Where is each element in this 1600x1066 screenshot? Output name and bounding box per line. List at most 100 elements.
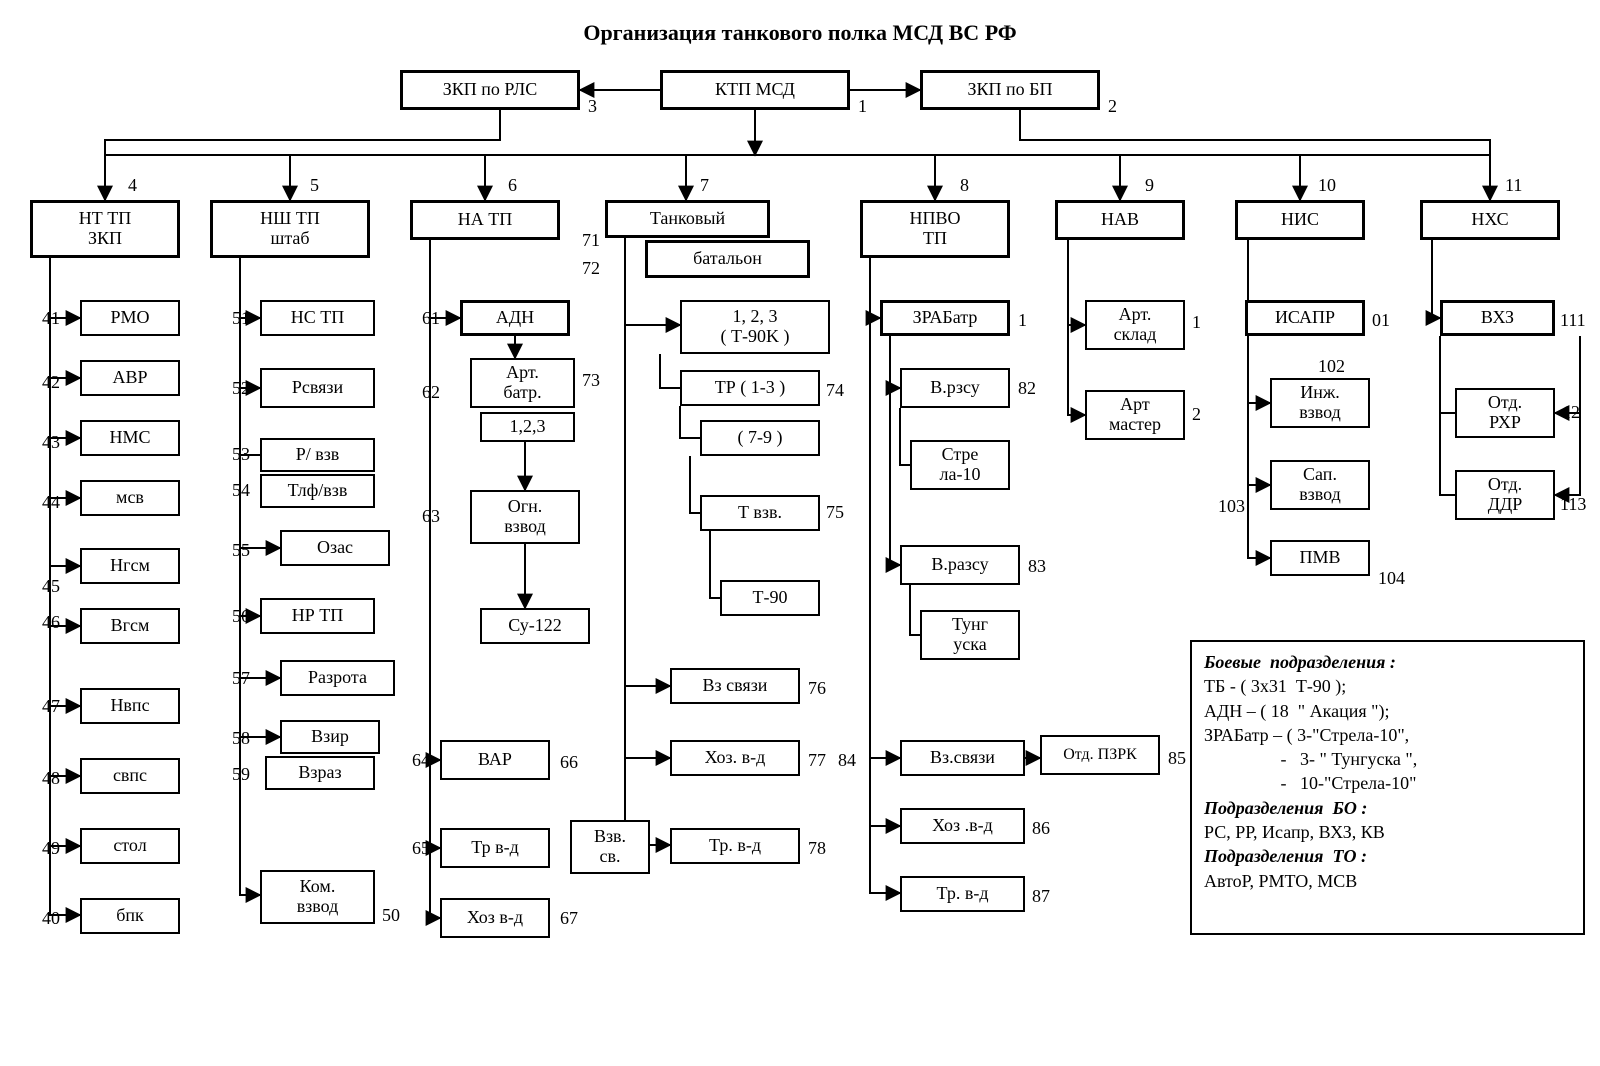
num-label: 72: [582, 258, 600, 279]
node-c45: Нгсм: [80, 548, 180, 584]
node-n11: НХС: [1420, 200, 1560, 240]
num-label: 103: [1218, 496, 1245, 517]
node-c87: Тр. в-д: [900, 876, 1025, 912]
num-label: 7: [700, 175, 709, 196]
legend-line: ТБ - ( 3х31 Т-90 );: [1204, 674, 1571, 698]
num-label: 2: [1108, 96, 1117, 117]
num-label: 9: [1145, 175, 1154, 196]
num-label: 51: [232, 308, 250, 329]
num-label: 84: [838, 750, 856, 771]
node-c40: бпк: [80, 898, 180, 934]
node-c78: Тр. в-д: [670, 828, 800, 864]
num-label: 83: [1028, 556, 1046, 577]
node-n7: Танковый: [605, 200, 770, 238]
node-n7b: батальон: [645, 240, 810, 278]
node-c101: ИСАПР: [1245, 300, 1365, 336]
num-label: 63: [422, 506, 440, 527]
node-c82: В.рзсу: [900, 368, 1010, 408]
num-label: 40: [42, 908, 60, 929]
node-c81: ЗРАБатр: [880, 300, 1010, 336]
node-c66: Взв. св.: [570, 820, 650, 874]
num-label: 74: [826, 380, 844, 401]
legend-line: АвтоР, РМТО, МСВ: [1204, 869, 1571, 893]
num-label: 8: [960, 175, 969, 196]
node-c73: 1, 2, 3 ( Т-90K ): [680, 300, 830, 354]
node-c43: НМС: [80, 420, 180, 456]
node-c113: Отд. ДДР: [1455, 470, 1555, 520]
num-label: 43: [42, 432, 60, 453]
num-label: 46: [42, 612, 60, 633]
node-c104: ПМВ: [1270, 540, 1370, 576]
node-n5: НШ ТП штаб: [210, 200, 370, 258]
num-label: 86: [1032, 818, 1050, 839]
legend-box: Боевые подразделения :ТБ - ( 3х31 Т-90 )…: [1190, 640, 1585, 935]
num-label: 6: [508, 175, 517, 196]
num-label: 45: [42, 576, 60, 597]
num-label: 73: [582, 370, 600, 391]
num-label: 2: [1192, 404, 1201, 425]
num-label: 76: [808, 678, 826, 699]
num-label: 47: [42, 696, 60, 717]
node-c54: Тлф/взв: [260, 474, 375, 508]
num-label: 12: [1562, 402, 1580, 423]
node-c92: Арт мастер: [1085, 390, 1185, 440]
node-c62b: 1,2,3: [480, 412, 575, 442]
legend-line: Подразделения ТО :: [1204, 844, 1571, 868]
node-c85: Отд. ПЗРК: [1040, 735, 1160, 775]
node-c86: Хоз .в-д: [900, 808, 1025, 844]
node-c44: мсв: [80, 480, 180, 516]
node-c75: Т взв.: [700, 495, 820, 531]
node-c59: Взраз: [265, 756, 375, 790]
num-label: 56: [232, 606, 250, 627]
node-c91: Арт. склад: [1085, 300, 1185, 350]
node-c83b: Тунг уска: [920, 610, 1020, 660]
node-c58: Взир: [280, 720, 380, 754]
num-label: 54: [232, 480, 250, 501]
num-label: 41: [42, 308, 60, 329]
num-label: 42: [42, 372, 60, 393]
node-c57: Разрота: [280, 660, 395, 696]
num-label: 64: [412, 750, 430, 771]
num-label: 49: [42, 838, 60, 859]
node-c41: РМО: [80, 300, 180, 336]
num-label: 78: [808, 838, 826, 859]
num-label: 62: [422, 382, 440, 403]
num-label: 59: [232, 764, 250, 785]
num-label: 102: [1318, 356, 1345, 377]
node-c55: Озас: [280, 530, 390, 566]
num-label: 57: [232, 668, 250, 689]
num-label: 48: [42, 768, 60, 789]
node-n4: НТ ТП ЗКП: [30, 200, 180, 258]
node-c112: Отд. РХР: [1455, 388, 1555, 438]
legend-line: - 10-"Стрела-10": [1204, 771, 1571, 795]
num-label: 111: [1560, 310, 1586, 331]
node-n8: НПВО ТП: [860, 200, 1010, 258]
node-zkp_rls: ЗКП по РЛС: [400, 70, 580, 110]
node-c82b: Стре ла-10: [910, 440, 1010, 490]
num-label: 3: [588, 96, 597, 117]
node-c42: АВР: [80, 360, 180, 396]
num-label: 66: [560, 752, 578, 773]
num-label: 55: [232, 540, 250, 561]
num-label: 1: [858, 96, 867, 117]
legend-line: Боевые подразделения :: [1204, 650, 1571, 674]
num-label: 85: [1168, 748, 1186, 769]
node-zkp_bp: ЗКП по БП: [920, 70, 1100, 110]
node-c51: НС ТП: [260, 300, 375, 336]
node-ktp: КТП МСД: [660, 70, 850, 110]
diagram-title: Организация танкового полка МСД ВС РФ: [440, 20, 1160, 46]
num-label: 10: [1318, 175, 1336, 196]
legend-line: РС, РР, Исапр, ВХЗ, КВ: [1204, 820, 1571, 844]
num-label: 52: [232, 378, 250, 399]
num-label: 58: [232, 728, 250, 749]
node-c74b: ( 7-9 ): [700, 420, 820, 456]
node-n9: НАВ: [1055, 200, 1185, 240]
legend-line: Подразделения БО :: [1204, 796, 1571, 820]
node-csu: Су-122: [480, 608, 590, 644]
node-c60: Ком. взвод: [260, 870, 375, 924]
node-c47: Нвпс: [80, 688, 180, 724]
num-label: 75: [826, 502, 844, 523]
num-label: 01: [1372, 310, 1390, 331]
node-c64: ВАР: [440, 740, 550, 780]
num-label: 44: [42, 492, 60, 513]
